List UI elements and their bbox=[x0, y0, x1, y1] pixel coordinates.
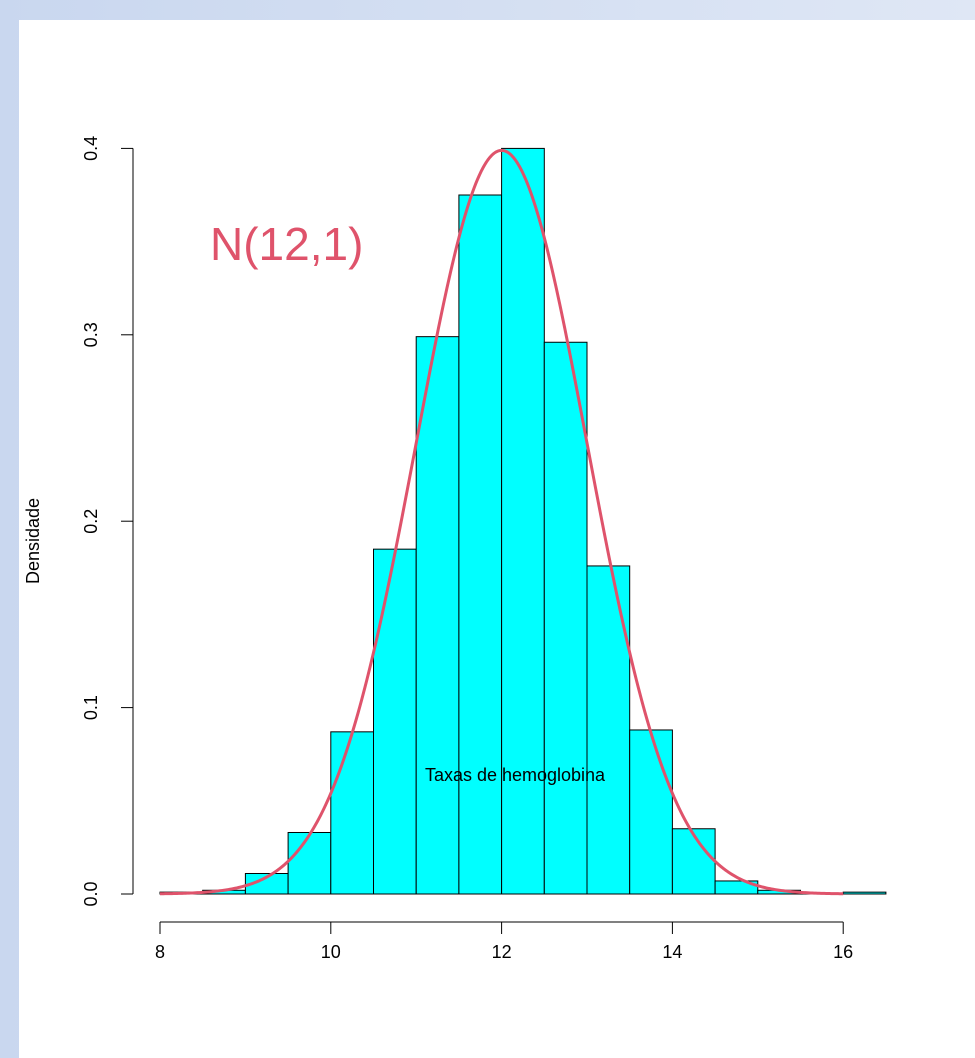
histogram-bar bbox=[842, 891, 887, 895]
y-tick-label: 0.0 bbox=[81, 881, 101, 906]
histogram-bar bbox=[501, 147, 545, 895]
histogram-bar bbox=[287, 831, 332, 895]
x-axis-title: Taxas de hemoglobina bbox=[425, 765, 606, 785]
y-axis-title: Densidade bbox=[23, 498, 43, 584]
x-tick-label: 14 bbox=[662, 942, 682, 962]
histogram-bar bbox=[330, 731, 374, 895]
histogram-bar bbox=[586, 565, 631, 895]
y-tick-label: 0.1 bbox=[81, 695, 101, 720]
histogram-bar bbox=[629, 729, 673, 895]
x-tick-label: 10 bbox=[321, 942, 341, 962]
histogram-bar bbox=[458, 194, 503, 895]
histogram-bar bbox=[714, 880, 759, 895]
histogram-bar bbox=[543, 341, 588, 895]
normal-density-curve bbox=[159, 148, 844, 896]
y-tick-label: 0.3 bbox=[81, 322, 101, 347]
histogram-bar bbox=[373, 548, 417, 895]
y-tick-label: 0.2 bbox=[81, 509, 101, 534]
curve-annotation: N(12,1) bbox=[210, 218, 363, 270]
y-tick-label: 0.4 bbox=[81, 136, 101, 161]
x-tick-label: 16 bbox=[833, 942, 853, 962]
histogram-chart: 8 10 12 14 16 0.0 0.1 0.2 0.3 0.4 N(12,1) Taxas … bbox=[23, 136, 887, 962]
x-axis: 8 10 12 14 16 bbox=[155, 921, 853, 962]
normal-curve-layer bbox=[159, 148, 844, 896]
histogram-bar bbox=[671, 828, 716, 895]
histogram-bar bbox=[415, 336, 460, 895]
x-tick-label: 12 bbox=[492, 942, 512, 962]
x-tick-label: 8 bbox=[155, 942, 165, 962]
y-axis: 0.0 0.1 0.2 0.3 0.4 bbox=[81, 136, 134, 907]
plot-panel: 8 10 12 14 16 0.0 0.1 0.2 0.3 0.4 N(12,1) Taxas … bbox=[19, 20, 975, 1058]
